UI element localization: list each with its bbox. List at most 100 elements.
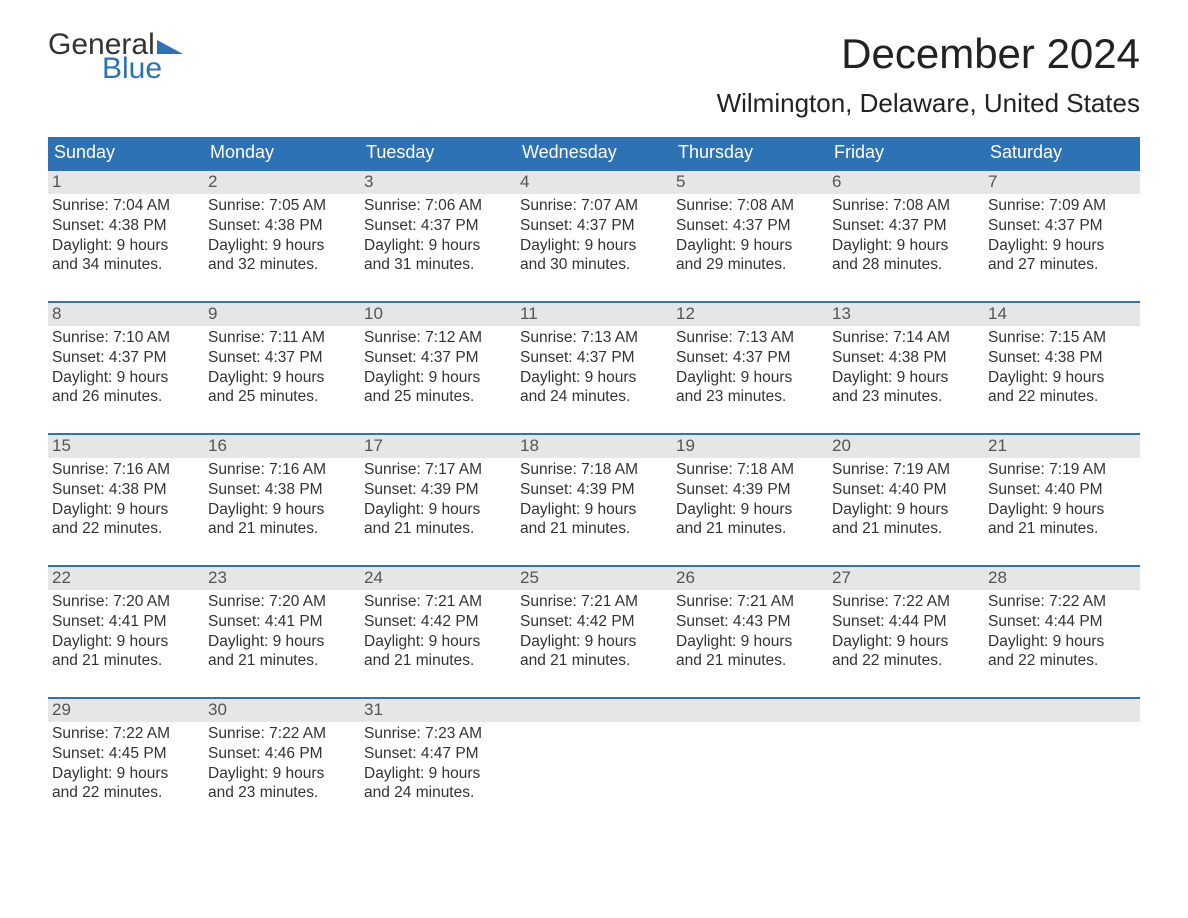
day-body: Sunrise: 7:15 AMSunset: 4:38 PMDaylight:… <box>984 326 1140 411</box>
day-d1: Daylight: 9 hours <box>208 632 356 652</box>
day-sunset: Sunset: 4:40 PM <box>988 480 1136 500</box>
logo-word-blue: Blue <box>102 54 183 84</box>
day-d1: Daylight: 9 hours <box>988 500 1136 520</box>
day-sunrise: Sunrise: 7:14 AM <box>832 328 980 348</box>
day-body: Sunrise: 7:08 AMSunset: 4:37 PMDaylight:… <box>672 194 828 279</box>
day-sunset: Sunset: 4:44 PM <box>988 612 1136 632</box>
day-sunrise: Sunrise: 7:23 AM <box>364 724 512 744</box>
day-body: Sunrise: 7:06 AMSunset: 4:37 PMDaylight:… <box>360 194 516 279</box>
day-cell: 22Sunrise: 7:20 AMSunset: 4:41 PMDayligh… <box>48 567 204 679</box>
daynum-row: 7 <box>984 171 1140 194</box>
day-sunset: Sunset: 4:38 PM <box>988 348 1136 368</box>
daynum-row: 2 <box>204 171 360 194</box>
day-number: 19 <box>672 435 828 458</box>
dow-cell: Thursday <box>672 137 828 169</box>
dow-row: SundayMondayTuesdayWednesdayThursdayFrid… <box>48 137 1140 169</box>
day-cell: 6Sunrise: 7:08 AMSunset: 4:37 PMDaylight… <box>828 171 984 283</box>
day-number: 10 <box>360 303 516 326</box>
day-sunrise: Sunrise: 7:08 AM <box>832 196 980 216</box>
calendar: SundayMondayTuesdayWednesdayThursdayFrid… <box>48 137 1140 811</box>
day-d1: Daylight: 9 hours <box>364 236 512 256</box>
week-row: 8Sunrise: 7:10 AMSunset: 4:37 PMDaylight… <box>48 301 1140 415</box>
day-sunrise: Sunrise: 7:05 AM <box>208 196 356 216</box>
day-d1: Daylight: 9 hours <box>520 632 668 652</box>
day-sunrise: Sunrise: 7:20 AM <box>52 592 200 612</box>
day-d1: Daylight: 9 hours <box>208 368 356 388</box>
day-body: Sunrise: 7:19 AMSunset: 4:40 PMDaylight:… <box>984 458 1140 543</box>
day-sunset: Sunset: 4:38 PM <box>208 480 356 500</box>
daynum-row: 17 <box>360 435 516 458</box>
daynum-row: 22 <box>48 567 204 590</box>
day-sunrise: Sunrise: 7:21 AM <box>676 592 824 612</box>
day-d1: Daylight: 9 hours <box>52 500 200 520</box>
day-d1: Daylight: 9 hours <box>988 632 1136 652</box>
day-cell <box>516 699 672 811</box>
day-sunrise: Sunrise: 7:19 AM <box>832 460 980 480</box>
day-number <box>516 699 672 722</box>
day-number: 13 <box>828 303 984 326</box>
day-d2: and 21 minutes. <box>52 651 200 671</box>
day-sunrise: Sunrise: 7:16 AM <box>208 460 356 480</box>
day-d1: Daylight: 9 hours <box>676 500 824 520</box>
day-sunset: Sunset: 4:42 PM <box>364 612 512 632</box>
day-cell: 10Sunrise: 7:12 AMSunset: 4:37 PMDayligh… <box>360 303 516 415</box>
day-body: Sunrise: 7:21 AMSunset: 4:43 PMDaylight:… <box>672 590 828 675</box>
day-d1: Daylight: 9 hours <box>208 236 356 256</box>
day-d1: Daylight: 9 hours <box>676 236 824 256</box>
daynum-row: 28 <box>984 567 1140 590</box>
daynum-row: 31 <box>360 699 516 722</box>
day-body: Sunrise: 7:22 AMSunset: 4:44 PMDaylight:… <box>984 590 1140 675</box>
day-number: 16 <box>204 435 360 458</box>
daynum-row: 29 <box>48 699 204 722</box>
day-d2: and 21 minutes. <box>364 651 512 671</box>
day-d1: Daylight: 9 hours <box>52 368 200 388</box>
day-d1: Daylight: 9 hours <box>520 368 668 388</box>
day-cell: 8Sunrise: 7:10 AMSunset: 4:37 PMDaylight… <box>48 303 204 415</box>
day-number: 26 <box>672 567 828 590</box>
day-d1: Daylight: 9 hours <box>208 500 356 520</box>
day-cell: 25Sunrise: 7:21 AMSunset: 4:42 PMDayligh… <box>516 567 672 679</box>
day-number: 3 <box>360 171 516 194</box>
day-body: Sunrise: 7:11 AMSunset: 4:37 PMDaylight:… <box>204 326 360 411</box>
day-number: 31 <box>360 699 516 722</box>
day-d2: and 23 minutes. <box>208 783 356 803</box>
day-sunrise: Sunrise: 7:21 AM <box>364 592 512 612</box>
day-body: Sunrise: 7:19 AMSunset: 4:40 PMDaylight:… <box>828 458 984 543</box>
day-sunset: Sunset: 4:37 PM <box>364 348 512 368</box>
dow-cell: Monday <box>204 137 360 169</box>
day-sunset: Sunset: 4:39 PM <box>676 480 824 500</box>
dow-cell: Wednesday <box>516 137 672 169</box>
day-d2: and 21 minutes. <box>832 519 980 539</box>
day-sunrise: Sunrise: 7:16 AM <box>52 460 200 480</box>
day-number: 23 <box>204 567 360 590</box>
day-d1: Daylight: 9 hours <box>988 236 1136 256</box>
daynum-row: 9 <box>204 303 360 326</box>
daynum-row: 3 <box>360 171 516 194</box>
day-cell: 27Sunrise: 7:22 AMSunset: 4:44 PMDayligh… <box>828 567 984 679</box>
daynum-row: 21 <box>984 435 1140 458</box>
day-sunset: Sunset: 4:37 PM <box>676 348 824 368</box>
day-d2: and 21 minutes. <box>676 651 824 671</box>
daynum-row: 11 <box>516 303 672 326</box>
week-row: 22Sunrise: 7:20 AMSunset: 4:41 PMDayligh… <box>48 565 1140 679</box>
day-sunset: Sunset: 4:37 PM <box>988 216 1136 236</box>
day-d2: and 23 minutes. <box>832 387 980 407</box>
day-number: 6 <box>828 171 984 194</box>
day-d2: and 22 minutes. <box>988 387 1136 407</box>
day-body: Sunrise: 7:22 AMSunset: 4:45 PMDaylight:… <box>48 722 204 807</box>
day-cell: 24Sunrise: 7:21 AMSunset: 4:42 PMDayligh… <box>360 567 516 679</box>
day-body: Sunrise: 7:07 AMSunset: 4:37 PMDaylight:… <box>516 194 672 279</box>
day-d2: and 27 minutes. <box>988 255 1136 275</box>
day-sunrise: Sunrise: 7:17 AM <box>364 460 512 480</box>
day-d2: and 24 minutes. <box>364 783 512 803</box>
day-cell: 13Sunrise: 7:14 AMSunset: 4:38 PMDayligh… <box>828 303 984 415</box>
day-d1: Daylight: 9 hours <box>832 500 980 520</box>
day-body: Sunrise: 7:16 AMSunset: 4:38 PMDaylight:… <box>48 458 204 543</box>
day-body: Sunrise: 7:20 AMSunset: 4:41 PMDaylight:… <box>48 590 204 675</box>
day-d2: and 21 minutes. <box>520 651 668 671</box>
day-body: Sunrise: 7:13 AMSunset: 4:37 PMDaylight:… <box>516 326 672 411</box>
day-d2: and 21 minutes. <box>208 651 356 671</box>
day-sunset: Sunset: 4:43 PM <box>676 612 824 632</box>
day-number: 7 <box>984 171 1140 194</box>
day-cell: 5Sunrise: 7:08 AMSunset: 4:37 PMDaylight… <box>672 171 828 283</box>
